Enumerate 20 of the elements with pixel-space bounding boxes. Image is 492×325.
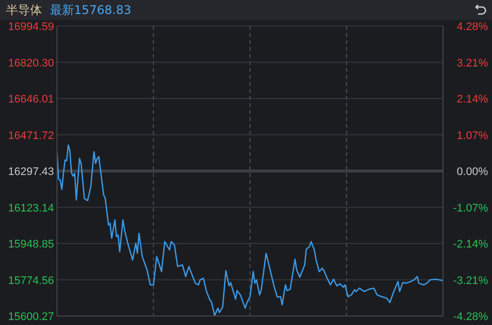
y-tick-label: 16994.59 bbox=[8, 21, 54, 33]
y-tick-label: 16297.43 bbox=[8, 166, 54, 178]
y2-tick-label: 0.00% bbox=[456, 166, 488, 178]
y2-tick-label: 2.14% bbox=[456, 94, 488, 106]
y-tick-label: 16820.30 bbox=[8, 57, 54, 70]
chart-title: 半导体 bbox=[6, 2, 42, 18]
y-tick-label: 16123.14 bbox=[8, 202, 54, 214]
y-tick-label: 15600.27 bbox=[8, 311, 54, 323]
y-tick-label: 15774.56 bbox=[8, 274, 54, 287]
y2-tick-label: 3.21% bbox=[456, 57, 488, 70]
y2-tick-label: 1.07% bbox=[456, 130, 488, 142]
y2-tick-label: -3.21% bbox=[453, 274, 488, 287]
y-tick-label: 16646.01 bbox=[8, 94, 54, 106]
y2-tick-label: 4.28% bbox=[456, 21, 488, 33]
y-tick-label: 16471.72 bbox=[8, 130, 54, 142]
y-tick-label: 15948.85 bbox=[8, 238, 54, 250]
y2-tick-label: -1.07% bbox=[453, 202, 488, 214]
y2-tick-label: -2.14% bbox=[453, 238, 488, 250]
chart-subtitle: 最新15768.83 bbox=[50, 2, 132, 18]
y2-tick-label: -4.28% bbox=[453, 311, 488, 323]
